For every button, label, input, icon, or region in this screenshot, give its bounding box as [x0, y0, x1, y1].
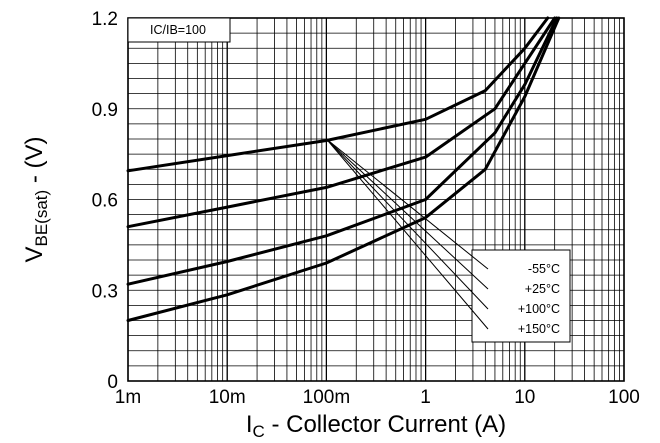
y-axis-title-sub: BE(sat): [32, 190, 51, 247]
y-tick-label: 1.2: [92, 9, 118, 30]
y-axis-title-main: V: [21, 247, 48, 263]
legend: -55°C +25°C +100°C +150°C: [326, 138, 571, 343]
series-line: [126, 16, 561, 322]
annotation-text: IC/IB=100: [150, 23, 206, 37]
tick-labels: 1m 10m 100m 1 10 100 0 0.3 0.6 0.9 1.2: [92, 9, 640, 408]
legend-label: +25°C: [525, 282, 560, 296]
legend-pointer-line: [326, 138, 489, 310]
series-line: [126, 16, 559, 286]
x-tick-label: 1m: [115, 387, 141, 408]
curves: [126, 16, 561, 322]
legend-label: +150°C: [518, 322, 560, 336]
legend-pointer-line: [326, 138, 489, 290]
y-tick-label: 0.9: [92, 100, 118, 121]
x-tick-label: 100: [608, 387, 640, 408]
y-tick-label: 0: [107, 372, 118, 393]
x-tick-label: 1: [420, 387, 431, 408]
x-axis-title: IC - Collector Current (A): [246, 411, 506, 441]
plot-frame: [127, 17, 625, 382]
x-tick-label: 100m: [303, 387, 351, 408]
annotation-box: IC/IB=100: [127, 17, 231, 43]
y-axis-title-rest: - (V): [21, 136, 48, 189]
x-axis-title-rest: - Collector Current (A): [265, 411, 506, 438]
series-line: [126, 16, 550, 173]
series-line: [126, 16, 557, 229]
legend-pointer-line: [326, 138, 489, 330]
x-tick-label: 10m: [209, 387, 246, 408]
legend-label: -55°C: [528, 262, 560, 276]
y-tick-label: 0.3: [92, 281, 118, 302]
legend-label: +100°C: [518, 302, 560, 316]
x-tick-label: 10: [514, 387, 535, 408]
y-axis-title: VBE(sat) - (V): [21, 136, 51, 262]
x-axis-title-main: I: [246, 411, 253, 438]
x-axis-title-sub: C: [253, 422, 265, 441]
legend-pointer-line: [326, 138, 489, 270]
y-tick-label: 0.6: [92, 191, 118, 212]
